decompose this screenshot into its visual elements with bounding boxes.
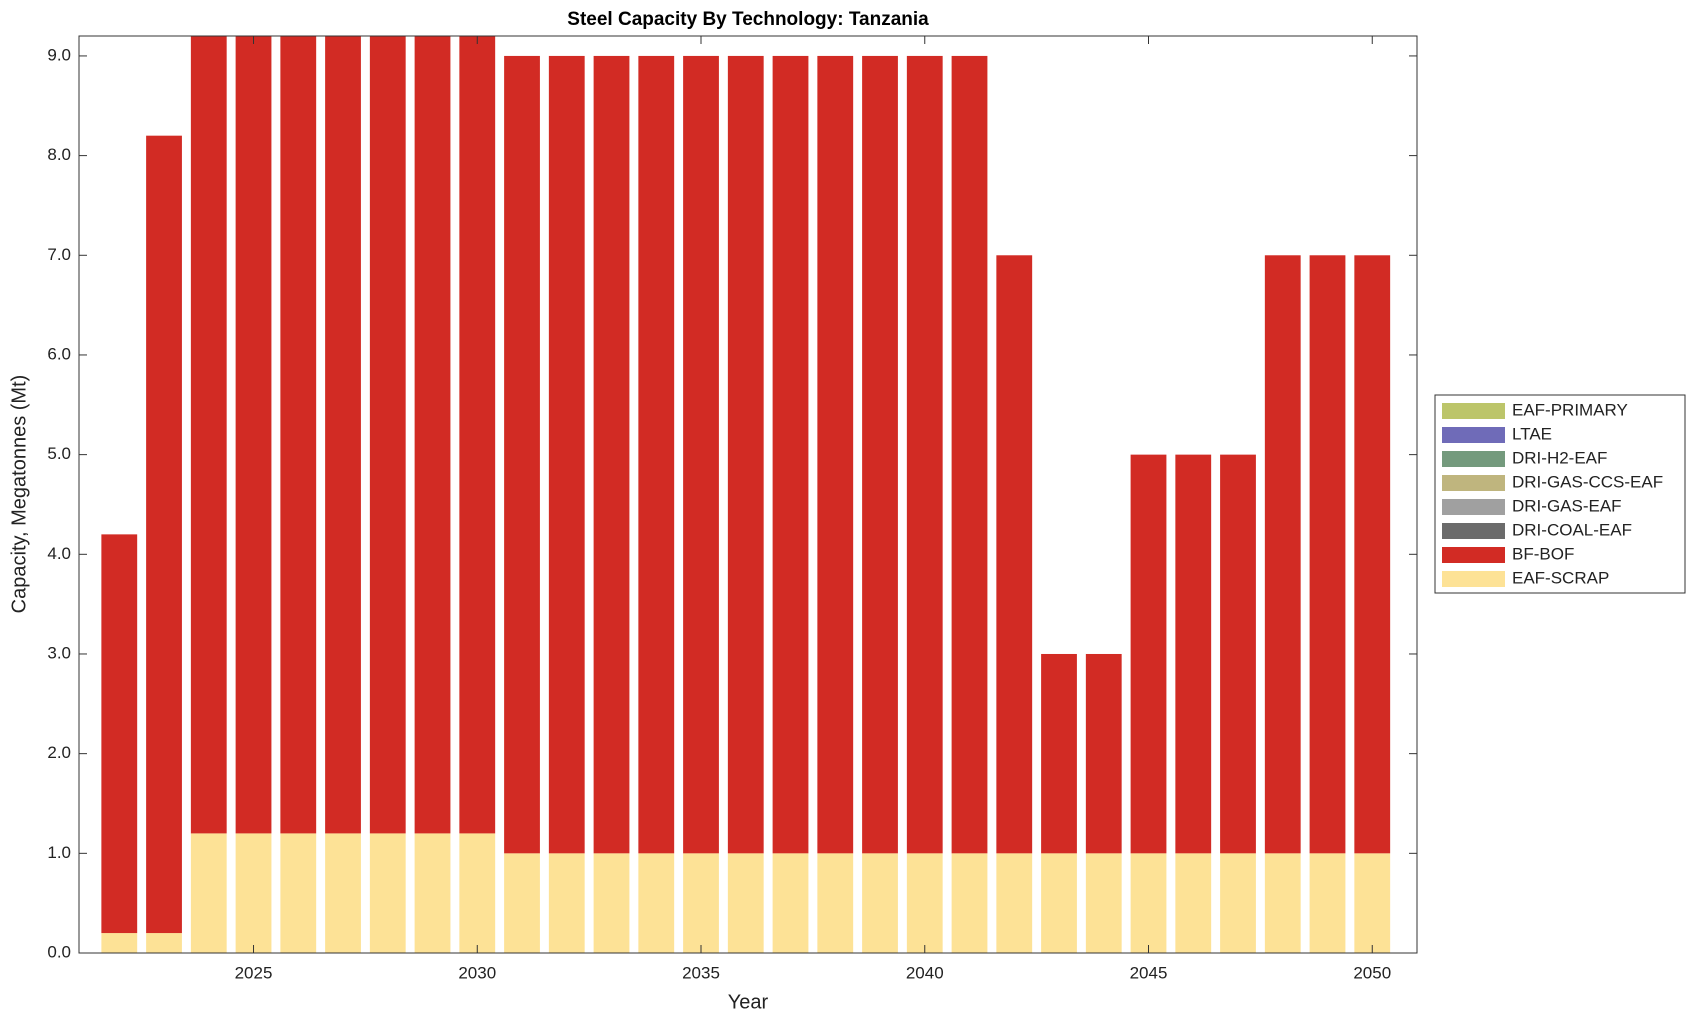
y-tick-label: 8.0 bbox=[47, 145, 71, 164]
legend-label: BF-BOF bbox=[1512, 544, 1574, 563]
bar-segment bbox=[1220, 853, 1256, 953]
bar-segment bbox=[951, 55, 988, 854]
bar-segment bbox=[504, 853, 540, 953]
bar-segment bbox=[638, 55, 675, 854]
y-tick-label: 7.0 bbox=[47, 245, 71, 264]
bar-segment bbox=[1309, 255, 1346, 854]
bar-segment bbox=[1041, 853, 1077, 953]
bar-segment bbox=[369, 833, 406, 953]
bar-segment bbox=[1175, 454, 1212, 854]
y-tick-label: 0.0 bbox=[47, 942, 71, 961]
bar-segment bbox=[1130, 454, 1167, 854]
bar-segment bbox=[906, 55, 943, 854]
bar-segment bbox=[146, 933, 182, 953]
bar-segment bbox=[325, 36, 361, 834]
bar-segment bbox=[190, 36, 227, 834]
bar-segment bbox=[325, 833, 361, 953]
bar-segment bbox=[548, 853, 585, 953]
legend-swatch bbox=[1442, 547, 1505, 563]
bar-segment bbox=[996, 853, 1033, 953]
legend-label: DRI-GAS-EAF bbox=[1512, 496, 1622, 515]
bar-segment bbox=[593, 55, 630, 854]
bar-segment bbox=[727, 55, 764, 854]
bar-segment bbox=[1175, 853, 1212, 953]
bar-segment bbox=[1309, 853, 1346, 953]
y-tick-label: 4.0 bbox=[47, 544, 71, 563]
bars bbox=[101, 36, 1391, 953]
bar-segment bbox=[1085, 853, 1122, 953]
bar-segment bbox=[235, 36, 272, 834]
legend-swatch bbox=[1442, 523, 1505, 539]
bar-segment bbox=[1041, 653, 1077, 854]
bar-segment bbox=[772, 853, 809, 953]
legend-label: DRI-H2-EAF bbox=[1512, 448, 1607, 467]
bar-segment bbox=[951, 853, 988, 953]
x-tick-label: 2050 bbox=[1353, 963, 1391, 982]
bar-segment bbox=[414, 36, 451, 834]
bar-segment bbox=[862, 55, 898, 854]
bar-segment bbox=[280, 833, 317, 953]
bar-segment bbox=[593, 853, 630, 953]
legend-label: DRI-GAS-CCS-EAF bbox=[1512, 472, 1663, 491]
bar-segment bbox=[280, 36, 317, 834]
bar-segment bbox=[1354, 853, 1391, 953]
bar-segment bbox=[459, 833, 496, 953]
x-axis-label: Year bbox=[728, 991, 769, 1013]
bar-segment bbox=[504, 55, 540, 854]
y-tick-label: 2.0 bbox=[47, 743, 71, 762]
y-tick-label: 1.0 bbox=[47, 843, 71, 862]
bar-segment bbox=[414, 833, 451, 953]
bar-segment bbox=[1130, 853, 1167, 953]
bar-segment bbox=[459, 36, 496, 834]
bar-segment bbox=[996, 255, 1033, 854]
bar-segment bbox=[862, 853, 898, 953]
bar-segment bbox=[727, 853, 764, 953]
y-axis-label: Capacity, Megatonnes (Mt) bbox=[8, 375, 30, 614]
legend-swatch bbox=[1442, 499, 1505, 515]
y-tick-label: 9.0 bbox=[47, 45, 71, 64]
legend-swatch bbox=[1442, 403, 1505, 419]
y-tick-label: 3.0 bbox=[47, 643, 71, 662]
bar-segment bbox=[772, 55, 809, 854]
legend-label: EAF-SCRAP bbox=[1512, 568, 1609, 587]
y-tick-label: 5.0 bbox=[47, 444, 71, 463]
bar-segment bbox=[1264, 853, 1301, 953]
bar-segment bbox=[101, 933, 138, 953]
legend-swatch bbox=[1442, 451, 1505, 467]
bar-segment bbox=[1264, 255, 1301, 854]
x-tick-label: 2035 bbox=[682, 963, 720, 982]
legend-label: EAF-PRIMARY bbox=[1512, 400, 1628, 419]
bar-segment bbox=[548, 55, 585, 854]
bar-segment bbox=[101, 534, 138, 934]
legend-label: LTAE bbox=[1512, 424, 1552, 443]
bar-segment bbox=[1354, 255, 1391, 854]
x-tick-label: 2030 bbox=[458, 963, 496, 982]
chart-title: Steel Capacity By Technology: Tanzania bbox=[567, 9, 929, 30]
bar-segment bbox=[683, 853, 719, 953]
legend-label: DRI-COAL-EAF bbox=[1512, 520, 1632, 539]
x-tick-label: 2045 bbox=[1130, 963, 1168, 982]
bar-segment bbox=[638, 853, 675, 953]
bar-segment bbox=[683, 55, 719, 854]
bar-segment bbox=[146, 135, 182, 934]
bar-segment bbox=[190, 833, 227, 953]
x-tick-label: 2025 bbox=[235, 963, 273, 982]
bar-segment bbox=[1220, 454, 1256, 854]
bar-segment bbox=[369, 36, 406, 834]
bar-segment bbox=[1085, 653, 1122, 854]
bar-segment bbox=[817, 853, 854, 953]
legend-swatch bbox=[1442, 427, 1505, 443]
bar-segment bbox=[235, 833, 272, 953]
legend-swatch bbox=[1442, 475, 1505, 491]
x-tick-label: 2040 bbox=[906, 963, 944, 982]
y-tick-label: 6.0 bbox=[47, 344, 71, 363]
bar-segment bbox=[906, 853, 943, 953]
legend-swatch bbox=[1442, 571, 1505, 587]
bar-segment bbox=[817, 55, 854, 854]
axes-box bbox=[78, 35, 1418, 954]
